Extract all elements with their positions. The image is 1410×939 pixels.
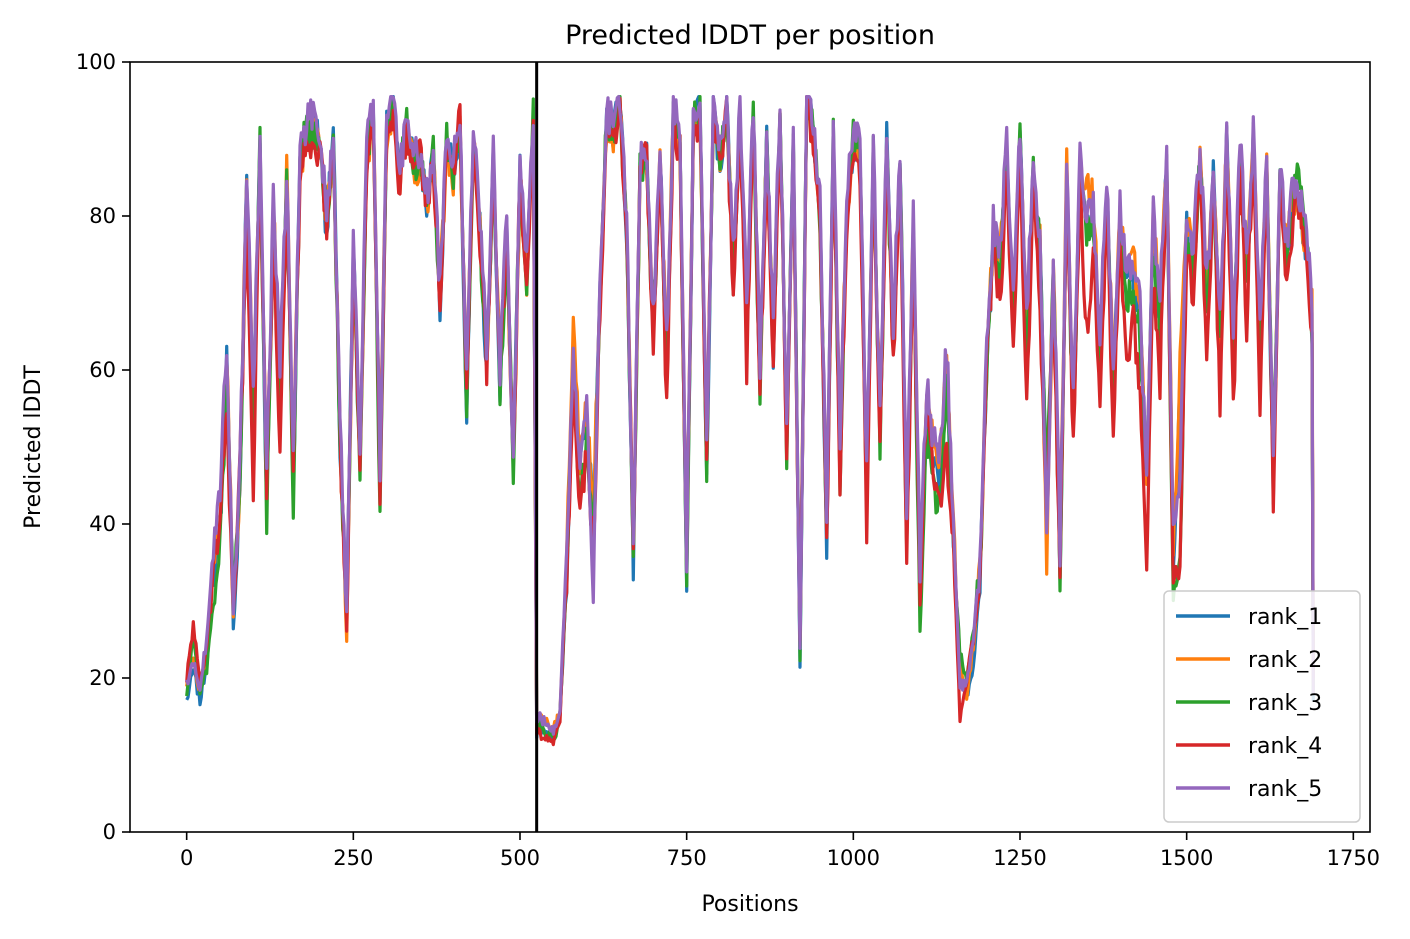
x-tick-label: 1750 [1327, 846, 1380, 870]
x-tick-label: 1500 [1160, 846, 1213, 870]
x-tick-label: 1250 [993, 846, 1046, 870]
legend-box [1163, 590, 1361, 823]
series-line-rank_5 [185, 95, 1315, 736]
legend-label-rank_4: rank_4 [1248, 734, 1322, 759]
x-tick-label: 500 [500, 846, 540, 870]
legend-label-rank_1: rank_1 [1248, 605, 1322, 630]
y-tick-label: 40 [89, 512, 116, 536]
y-tick-label: 20 [89, 666, 116, 690]
y-tick-label: 0 [103, 820, 116, 844]
chart-title: Predicted lDDT per position [565, 20, 935, 51]
x-tick-label: 750 [667, 846, 707, 870]
y-axis: 0 20 40 60 80 100 [76, 50, 130, 844]
x-axis-label: Positions [701, 892, 798, 917]
legend-label-rank_5: rank_5 [1248, 777, 1322, 802]
plot-frame [129, 61, 1371, 833]
series-layer [185, 95, 1315, 747]
y-axis-label: Predicted lDDT [21, 365, 46, 529]
legend: rank_1 rank_2 rank_3 rank_4 rank_5 [1163, 590, 1361, 823]
x-tick-label: 0 [180, 846, 193, 870]
x-tick-label: 250 [333, 846, 373, 870]
legend-label-rank_3: rank_3 [1248, 691, 1322, 716]
y-tick-label: 80 [89, 204, 116, 228]
plot-area [185, 62, 1315, 832]
y-tick-label: 100 [76, 50, 116, 74]
x-tick-label: 1000 [827, 846, 880, 870]
y-tick-label: 60 [89, 358, 116, 382]
legend-label-rank_2: rank_2 [1248, 648, 1322, 673]
x-axis: 0 250 500 750 1000 1250 1500 1750 [180, 832, 1380, 870]
